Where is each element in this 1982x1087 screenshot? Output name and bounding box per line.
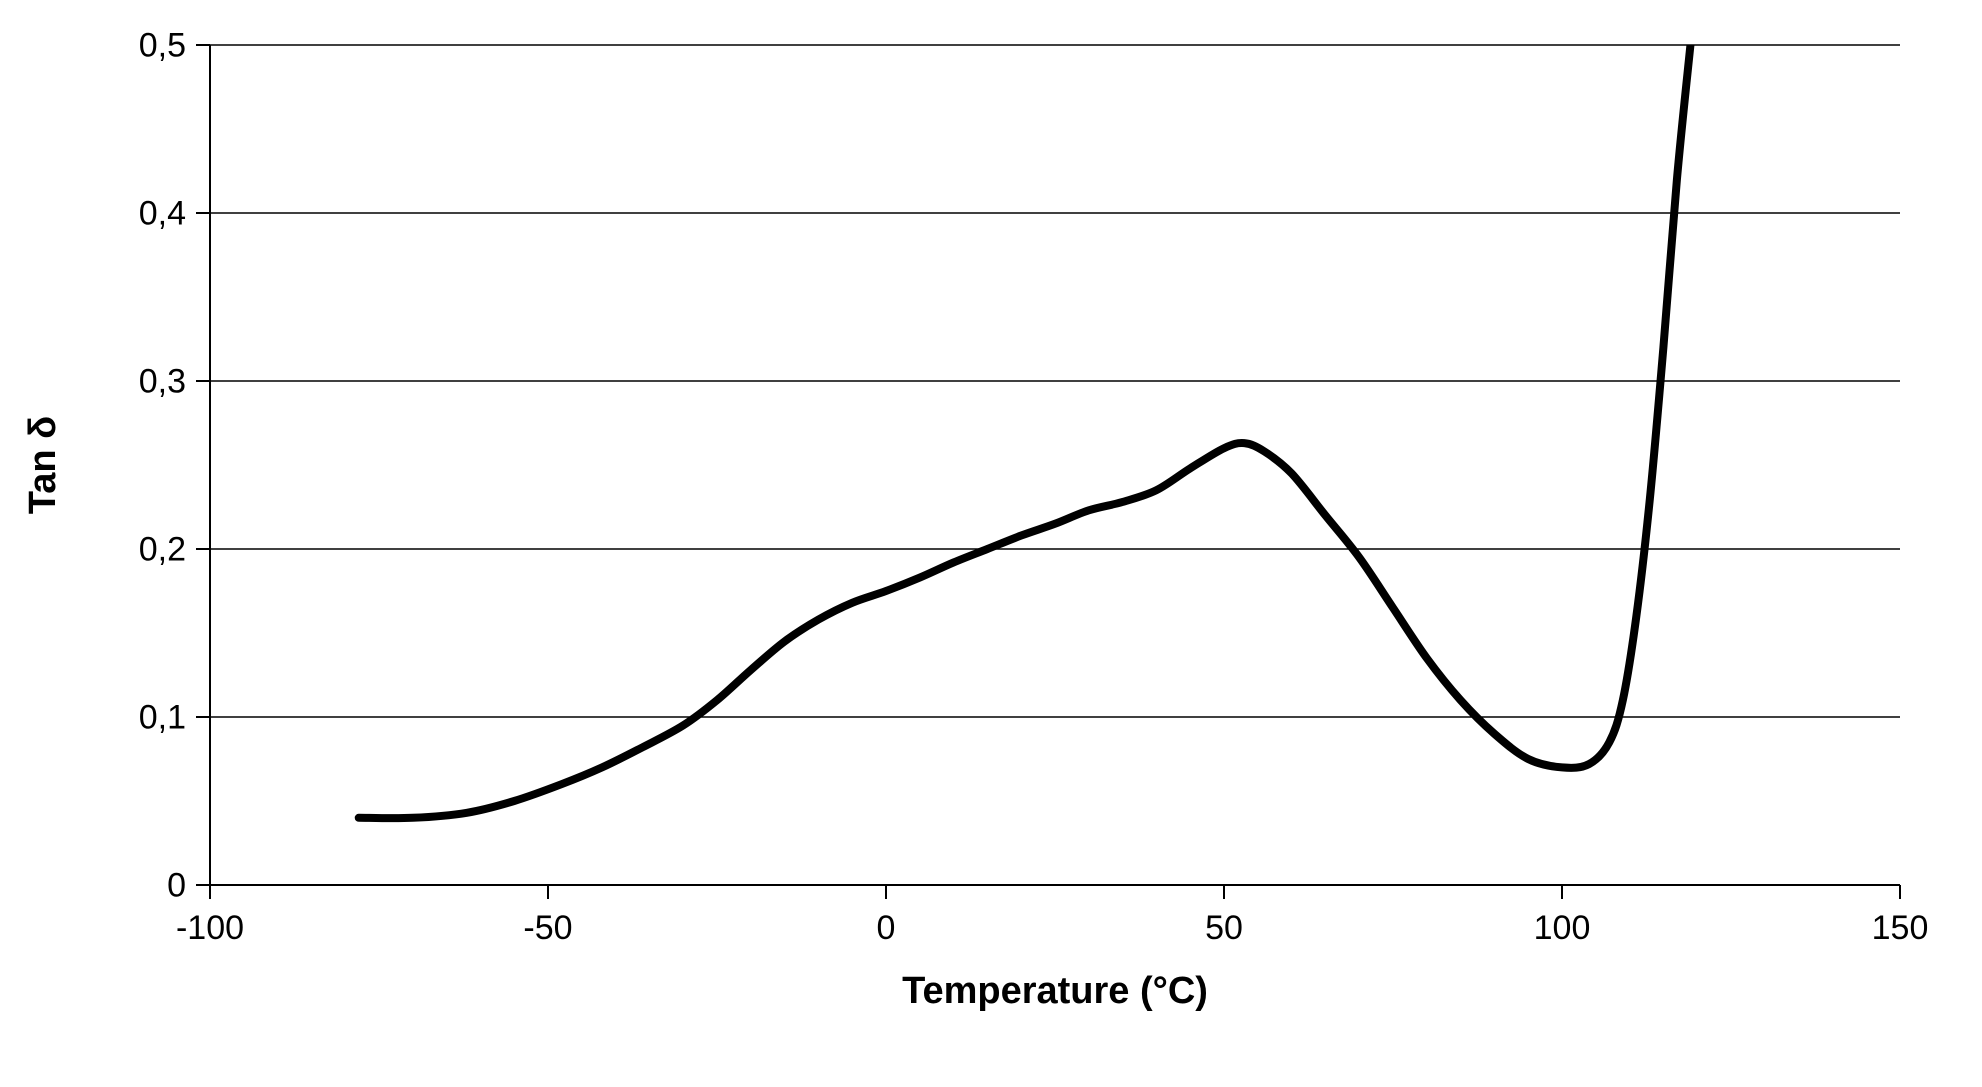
chart-container: -100 -50 0 50 100 150 0 0,1 0,2 0,3 0,4 0,5 Temperat…	[0, 0, 1982, 1087]
x-tick-label: -100	[176, 909, 244, 947]
y-tick-label: 0,2	[139, 530, 186, 568]
y-tick-label: 0,5	[139, 26, 186, 64]
x-tick-label: -50	[523, 909, 572, 947]
line-chart: -100 -50 0 50 100 150 0 0,1 0,2 0,3 0,4 0,5 Temperat…	[0, 0, 1982, 1087]
y-axis-label: Tan δ	[22, 416, 64, 514]
y-tick-label: 0	[167, 866, 186, 904]
y-tick-label: 0,1	[139, 698, 186, 736]
x-tick-label: 0	[877, 909, 896, 947]
y-tick-label: 0,4	[139, 194, 186, 232]
y-tick-label: 0,3	[139, 362, 186, 400]
x-tick-label: 50	[1205, 909, 1243, 947]
x-axis-label: Temperature (°C)	[902, 970, 1208, 1012]
x-tick-label: 150	[1872, 909, 1929, 947]
x-tick-label: 100	[1534, 909, 1591, 947]
